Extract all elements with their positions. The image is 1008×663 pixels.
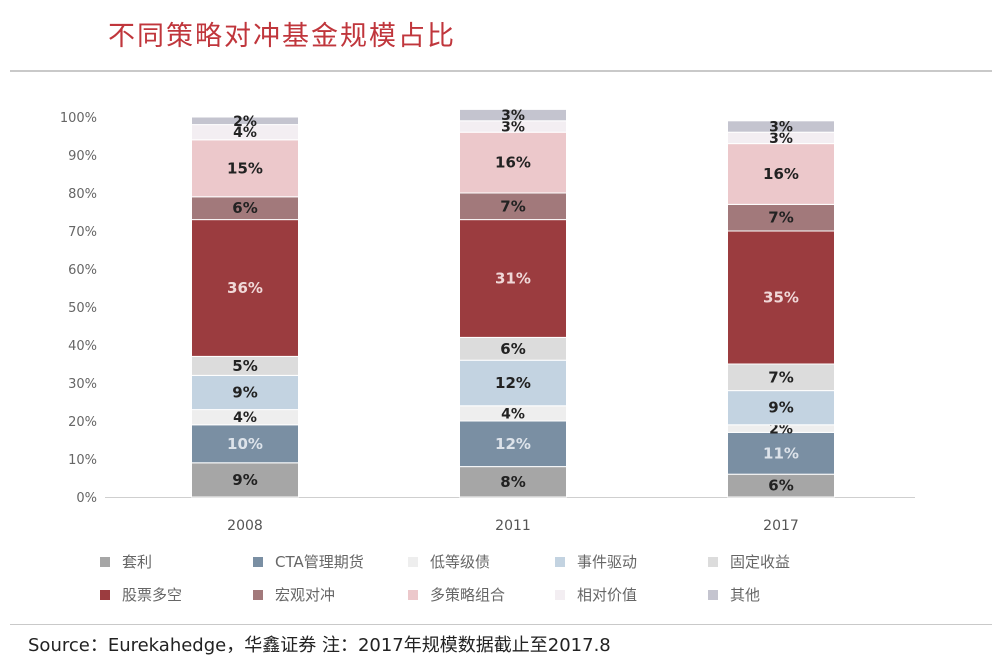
legend-swatch — [100, 590, 110, 600]
data-label: 10% — [227, 435, 263, 453]
data-label: 11% — [763, 444, 799, 462]
x-tick-label: 2017 — [763, 518, 799, 534]
legend-swatch — [708, 557, 718, 567]
bar-segment — [727, 431, 835, 475]
legend-swatch — [253, 590, 263, 600]
title-divider — [10, 70, 992, 72]
legend-swatch — [253, 557, 263, 567]
bar-segment — [727, 390, 835, 426]
legend-label: 低等级债 — [430, 553, 490, 571]
y-tick-label: 0% — [76, 491, 97, 506]
data-label: 8% — [500, 473, 525, 491]
legend-swatch — [408, 557, 418, 567]
legend-label: 相对价值 — [577, 586, 637, 604]
data-label: 6% — [768, 477, 793, 495]
legend-swatch — [555, 590, 565, 600]
legend-label: 其他 — [730, 586, 760, 604]
data-label: 4% — [233, 410, 257, 426]
footer-divider — [10, 624, 992, 625]
bar-segment — [727, 203, 835, 232]
data-label: 3% — [501, 108, 525, 124]
data-label: 36% — [227, 279, 263, 297]
bar-segment — [459, 131, 567, 194]
stacked-bar-chart: 0% 10% 20% 30% 40% 50% 60% 70% 80% 90% 100% 9% 10% 4%… — [60, 108, 915, 604]
bar-segment — [459, 359, 567, 407]
legend-swatch — [708, 590, 718, 600]
data-label: 9% — [232, 384, 257, 402]
bar-segment — [191, 462, 299, 498]
data-label: 5% — [232, 357, 257, 375]
legend-label: 多策略组合 — [430, 586, 505, 604]
bar-segment — [727, 230, 835, 365]
legend-label: 宏观对冲 — [275, 586, 335, 604]
legend-label: 事件驱动 — [577, 553, 637, 571]
y-tick-label: 100% — [60, 111, 97, 126]
source-note: Source：Eurekahedge，华鑫证券 注：2017年规模数据截止至20… — [28, 635, 611, 656]
bar-segment — [459, 219, 567, 338]
y-tick-label: 40% — [68, 339, 97, 354]
bar-segment — [459, 192, 567, 221]
bar-segment — [459, 108, 567, 122]
bar-segment — [191, 116, 299, 126]
data-label: 16% — [763, 165, 799, 183]
data-label: 31% — [495, 270, 531, 288]
y-tick-label: 70% — [68, 225, 97, 240]
legend-label: 固定收益 — [730, 553, 790, 571]
legend-label: 股票多空 — [122, 586, 182, 604]
bar-segment — [191, 139, 299, 198]
data-label: 35% — [763, 289, 799, 307]
data-label: 3% — [501, 120, 525, 136]
data-label: 4% — [501, 406, 525, 422]
data-label: 4% — [233, 125, 257, 141]
legend-label: 套利 — [122, 553, 152, 571]
bar-segment — [727, 120, 835, 133]
x-tick-label: 2011 — [495, 518, 531, 534]
data-label: 3% — [769, 131, 793, 147]
data-label: 12% — [495, 374, 531, 392]
legend-swatch — [408, 590, 418, 600]
y-tick-label: 60% — [68, 263, 97, 278]
data-label: 7% — [768, 209, 793, 227]
chart-title: 不同策略对冲基金规模占比 — [108, 21, 456, 52]
bar-segment — [727, 143, 835, 205]
bar-segment — [191, 219, 299, 357]
data-label: 7% — [500, 197, 525, 215]
data-label: 2% — [233, 114, 257, 130]
legend-swatch — [555, 557, 565, 567]
data-label: 7% — [768, 368, 793, 386]
data-label: 3% — [769, 120, 793, 136]
bar-segment — [727, 363, 835, 392]
x-tick-label: 2008 — [227, 518, 263, 534]
data-label: 16% — [495, 154, 531, 172]
y-tick-label: 90% — [68, 149, 97, 164]
y-tick-label: 80% — [68, 187, 97, 202]
data-label: 6% — [232, 199, 257, 217]
y-tick-label: 50% — [68, 301, 97, 316]
data-label: 15% — [227, 159, 263, 177]
y-tick-label: 30% — [68, 377, 97, 392]
data-label: 12% — [495, 435, 531, 453]
data-label: 9% — [768, 399, 793, 417]
data-label: 6% — [500, 340, 525, 358]
data-label: 9% — [232, 471, 257, 489]
y-tick-label: 10% — [68, 453, 97, 468]
legend-label: CTA管理期货 — [275, 553, 364, 571]
bar-segment — [191, 374, 299, 411]
legend-swatch — [100, 557, 110, 567]
data-label: 2% — [769, 422, 793, 438]
y-tick-label: 20% — [68, 415, 97, 430]
bar-segment — [459, 420, 567, 468]
